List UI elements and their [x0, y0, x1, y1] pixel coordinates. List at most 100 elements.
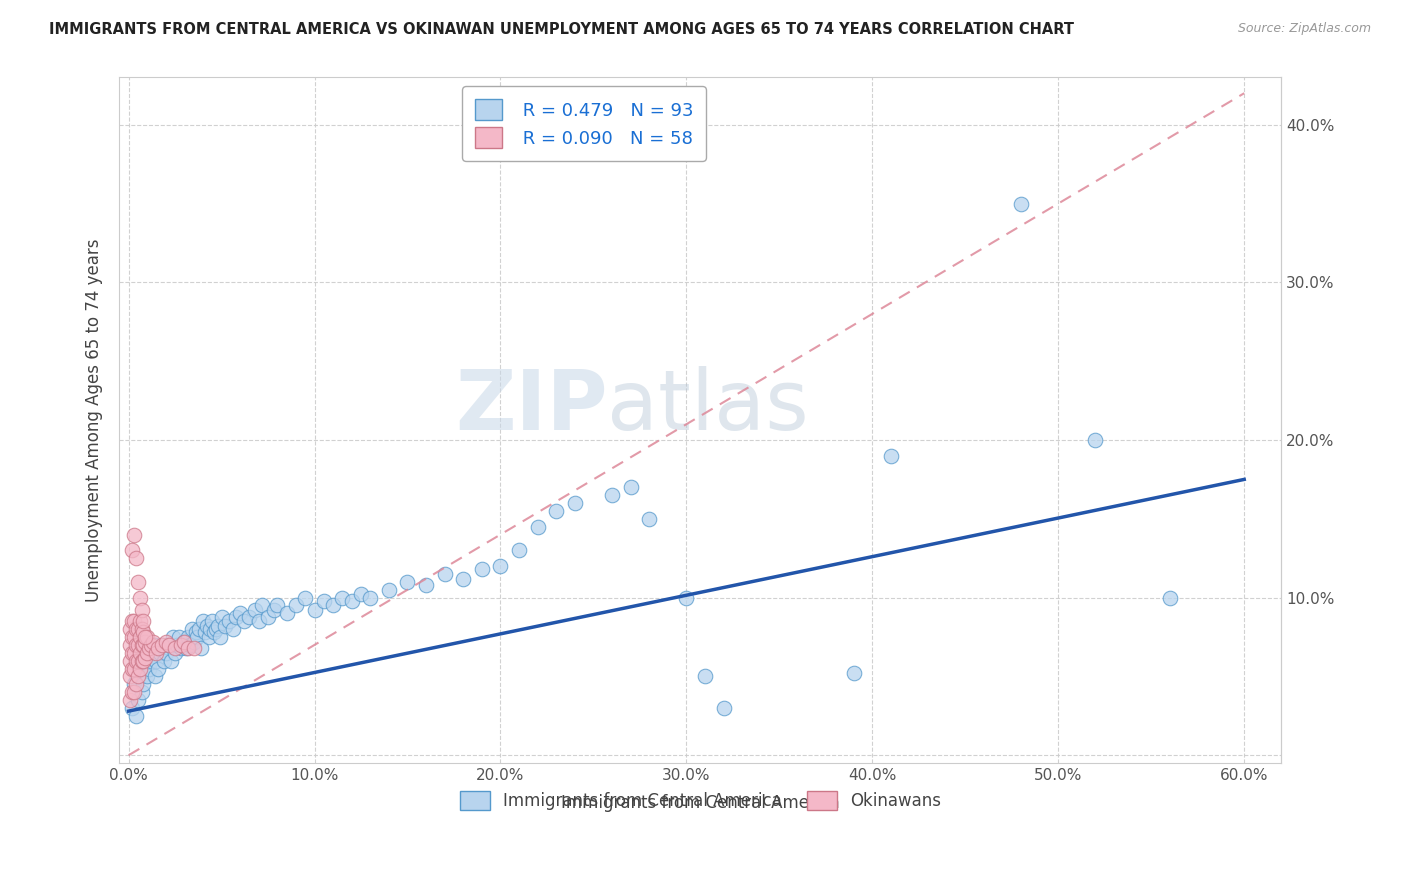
Point [153, 654, 176, 668]
Point [546, 504, 568, 518]
Point [121, 543, 143, 558]
Point [294, 591, 316, 605]
Point [396, 574, 419, 589]
Point [136, 630, 159, 644]
Point [160, 654, 183, 668]
Point [122, 614, 145, 628]
Point [415, 578, 437, 592]
Point [508, 543, 530, 558]
Point [188, 622, 211, 636]
Point [155, 634, 177, 648]
Point [122, 661, 145, 675]
Point [131, 654, 153, 668]
Point [252, 599, 274, 613]
Point [122, 527, 145, 541]
Point [120, 622, 142, 636]
Point [184, 625, 207, 640]
Point [225, 609, 247, 624]
Point [132, 625, 155, 640]
Point [207, 619, 229, 633]
Point [173, 634, 195, 648]
Point [150, 638, 173, 652]
Point [194, 625, 217, 640]
Point [134, 654, 156, 668]
Point [183, 641, 205, 656]
Point [148, 641, 170, 656]
Point [238, 609, 260, 624]
Point [128, 661, 150, 675]
Point [312, 594, 335, 608]
Point [143, 638, 166, 652]
Point [166, 638, 188, 652]
Point [122, 630, 145, 644]
Point [211, 609, 233, 624]
Point [201, 614, 224, 628]
Point [122, 677, 145, 691]
Point [127, 654, 149, 668]
Point [177, 641, 200, 656]
Point [132, 614, 155, 628]
Point [121, 661, 143, 675]
Point [120, 638, 142, 652]
Point [222, 622, 245, 636]
Point [127, 574, 149, 589]
Point [167, 630, 190, 644]
Point [125, 654, 148, 668]
Point [125, 677, 148, 691]
Point [128, 646, 150, 660]
Point [121, 701, 143, 715]
Point [165, 641, 187, 656]
Point [120, 669, 142, 683]
Point [122, 685, 145, 699]
Point [693, 669, 716, 683]
Point [131, 685, 153, 699]
Point [139, 638, 162, 652]
Point [205, 622, 228, 636]
Point [266, 599, 288, 613]
Point [713, 701, 735, 715]
Point [142, 634, 165, 648]
Point [169, 641, 191, 656]
Point [125, 622, 148, 636]
Point [173, 634, 195, 648]
Point [139, 654, 162, 668]
Point [471, 562, 494, 576]
Point [127, 622, 149, 636]
Point [121, 646, 143, 660]
X-axis label: Immigrants from Central America: Immigrants from Central America [561, 794, 839, 812]
Point [359, 591, 381, 605]
Point [149, 646, 172, 660]
Point [122, 646, 145, 660]
Point [169, 638, 191, 652]
Point [145, 654, 167, 668]
Point [143, 669, 166, 683]
Point [243, 603, 266, 617]
Point [880, 449, 903, 463]
Point [232, 614, 254, 628]
Point [322, 599, 344, 613]
Point [131, 603, 153, 617]
Point [132, 654, 155, 668]
Point [218, 614, 240, 628]
Point [177, 630, 200, 644]
Point [180, 622, 202, 636]
Point [127, 669, 149, 683]
Point [1010, 196, 1032, 211]
Point [145, 646, 167, 660]
Point [138, 661, 160, 675]
Point [600, 488, 623, 502]
Point [127, 638, 149, 652]
Point [128, 630, 150, 644]
Point [125, 709, 148, 723]
Point [132, 677, 155, 691]
Text: IMMIGRANTS FROM CENTRAL AMERICA VS OKINAWAN UNEMPLOYMENT AMONG AGES 65 TO 74 YEA: IMMIGRANTS FROM CENTRAL AMERICA VS OKINA… [49, 22, 1074, 37]
Point [564, 496, 586, 510]
Point [128, 661, 150, 675]
Text: Source: ZipAtlas.com: Source: ZipAtlas.com [1237, 22, 1371, 36]
Point [276, 607, 298, 621]
Point [127, 654, 149, 668]
Point [134, 630, 156, 644]
Point [202, 625, 225, 640]
Point [136, 669, 159, 683]
Point [257, 609, 280, 624]
